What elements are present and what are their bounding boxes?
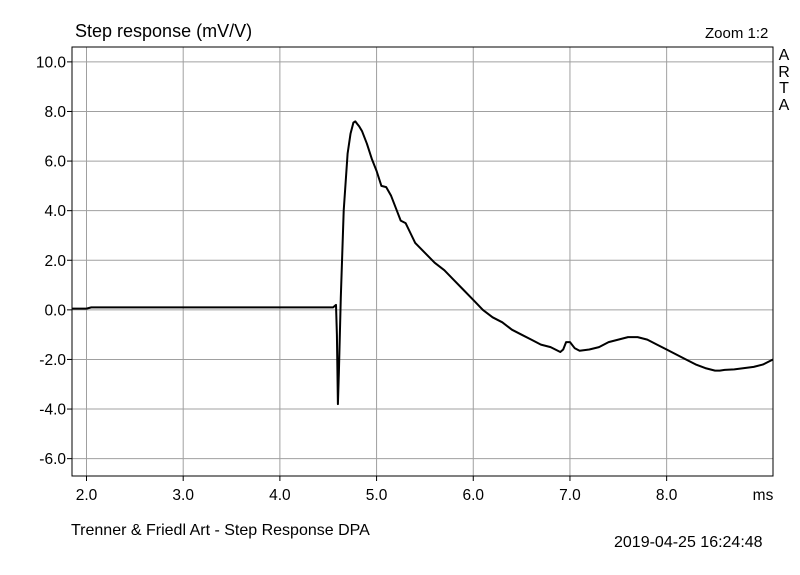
x-tick-label: 2.0 (76, 487, 98, 504)
footer-description: Trenner & Friedl Art - Step Response DPA (71, 522, 370, 539)
x-tick-label: 4.0 (269, 487, 291, 504)
x-tick-label: 3.0 (172, 487, 194, 504)
x-tick-label: 6.0 (462, 487, 484, 504)
x-axis-unit-label: ms (753, 487, 774, 504)
y-tick-label: -4.0 (39, 402, 66, 419)
y-tick-label: 2.0 (44, 253, 66, 270)
y-tick-label: -6.0 (39, 451, 66, 468)
y-tick-label: -2.0 (39, 352, 66, 369)
y-axis-ticks: 10.0 8.0 6.0 4.0 2.0 0.0 -2.0 -4.0 -6.0 (36, 54, 72, 468)
x-tick-label: 5.0 (366, 487, 388, 504)
x-axis-ticks: 2.0 3.0 4.0 5.0 6.0 7.0 8.0 (76, 476, 678, 504)
y-tick-label: 10.0 (36, 54, 67, 71)
brand-label: ARTA (778, 47, 790, 114)
plot-frame (71, 46, 774, 477)
y-tick-label: 8.0 (44, 104, 66, 121)
zoom-label: Zoom 1:2 (705, 25, 769, 42)
chart-title: Step response (mV/V) (75, 21, 253, 41)
y-tick-label: 4.0 (44, 203, 66, 220)
y-tick-label: 6.0 (44, 154, 66, 171)
x-tick-label: 8.0 (656, 487, 678, 504)
footer-timestamp: 2019-04-25 16:24:48 (614, 534, 763, 551)
series-line-step-response (72, 120, 774, 406)
y-tick-label: 0.0 (44, 302, 66, 319)
x-tick-label: 7.0 (559, 487, 581, 504)
grid (72, 47, 773, 476)
